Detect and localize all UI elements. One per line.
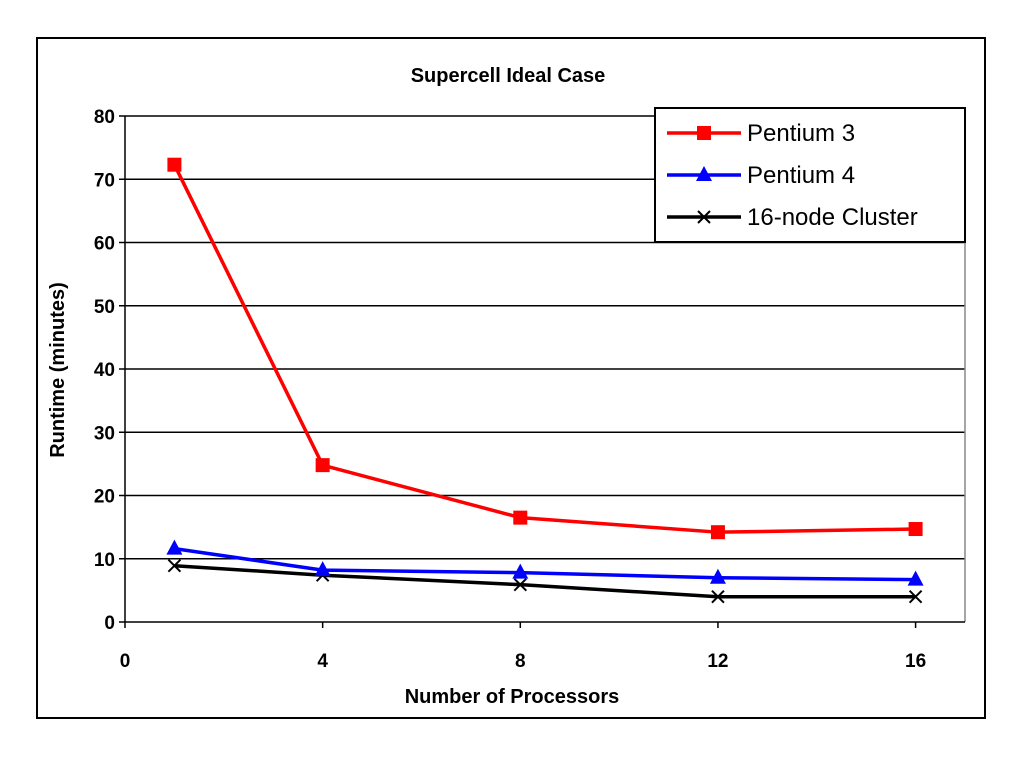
legend-item: Pentium 4 xyxy=(667,162,855,189)
data-point xyxy=(908,589,923,604)
series-group xyxy=(166,157,924,604)
data-point xyxy=(709,568,726,584)
y-tick-label: 60 xyxy=(94,234,115,255)
x-tick-label: 16 xyxy=(905,651,926,672)
legend-marker xyxy=(697,210,711,224)
y-tick-label: 40 xyxy=(94,360,115,381)
y-tick-label: 50 xyxy=(94,297,115,318)
axes xyxy=(119,115,965,628)
x-tick-label: 0 xyxy=(120,651,131,672)
series-pentium-3 xyxy=(167,157,923,540)
data-point xyxy=(166,539,183,555)
series-pentium-4 xyxy=(166,539,924,586)
data-point xyxy=(513,577,528,592)
legend-item: Pentium 3 xyxy=(667,120,855,147)
y-tick-label: 20 xyxy=(94,487,115,508)
data-point xyxy=(315,458,330,473)
y-axis-title: Runtime (minutes) xyxy=(47,282,69,458)
legend-label: Pentium 3 xyxy=(747,120,855,147)
series-line xyxy=(174,546,916,582)
y-tick-label: 0 xyxy=(104,613,115,634)
data-point xyxy=(167,157,182,172)
y-tick-label: 10 xyxy=(94,550,115,571)
data-point xyxy=(907,570,924,586)
data-point xyxy=(711,589,725,604)
data-point xyxy=(512,563,529,579)
x-tick-label: 12 xyxy=(707,651,728,672)
legend-label: Pentium 4 xyxy=(747,162,855,189)
data-point xyxy=(167,559,182,573)
series-16-node-cluster xyxy=(167,559,923,604)
y-tick-label: 80 xyxy=(94,107,115,128)
x-axis-title: Number of Processors xyxy=(405,686,620,708)
x-tick-label: 8 xyxy=(515,651,526,672)
data-point xyxy=(908,522,923,537)
data-point xyxy=(710,525,725,540)
legend-marker xyxy=(696,166,712,181)
legend-marker xyxy=(697,126,711,140)
x-tick-label: 4 xyxy=(317,651,328,672)
legend: Pentium 3 Pentium 4 16-node Cluster xyxy=(654,107,966,243)
tick-labels: 0 10 20 30 40 50 60 70 80 0 4 8 12 16 xyxy=(94,107,926,672)
y-tick-label: 70 xyxy=(94,170,115,191)
legend-item: 16-node Cluster xyxy=(667,204,918,231)
data-point xyxy=(513,510,528,525)
series-line xyxy=(174,563,916,599)
chart-title: Supercell Ideal Case xyxy=(411,65,606,87)
data-point xyxy=(314,561,331,577)
y-tick-label: 30 xyxy=(94,423,115,444)
legend-label: 16-node Cluster xyxy=(747,204,918,231)
